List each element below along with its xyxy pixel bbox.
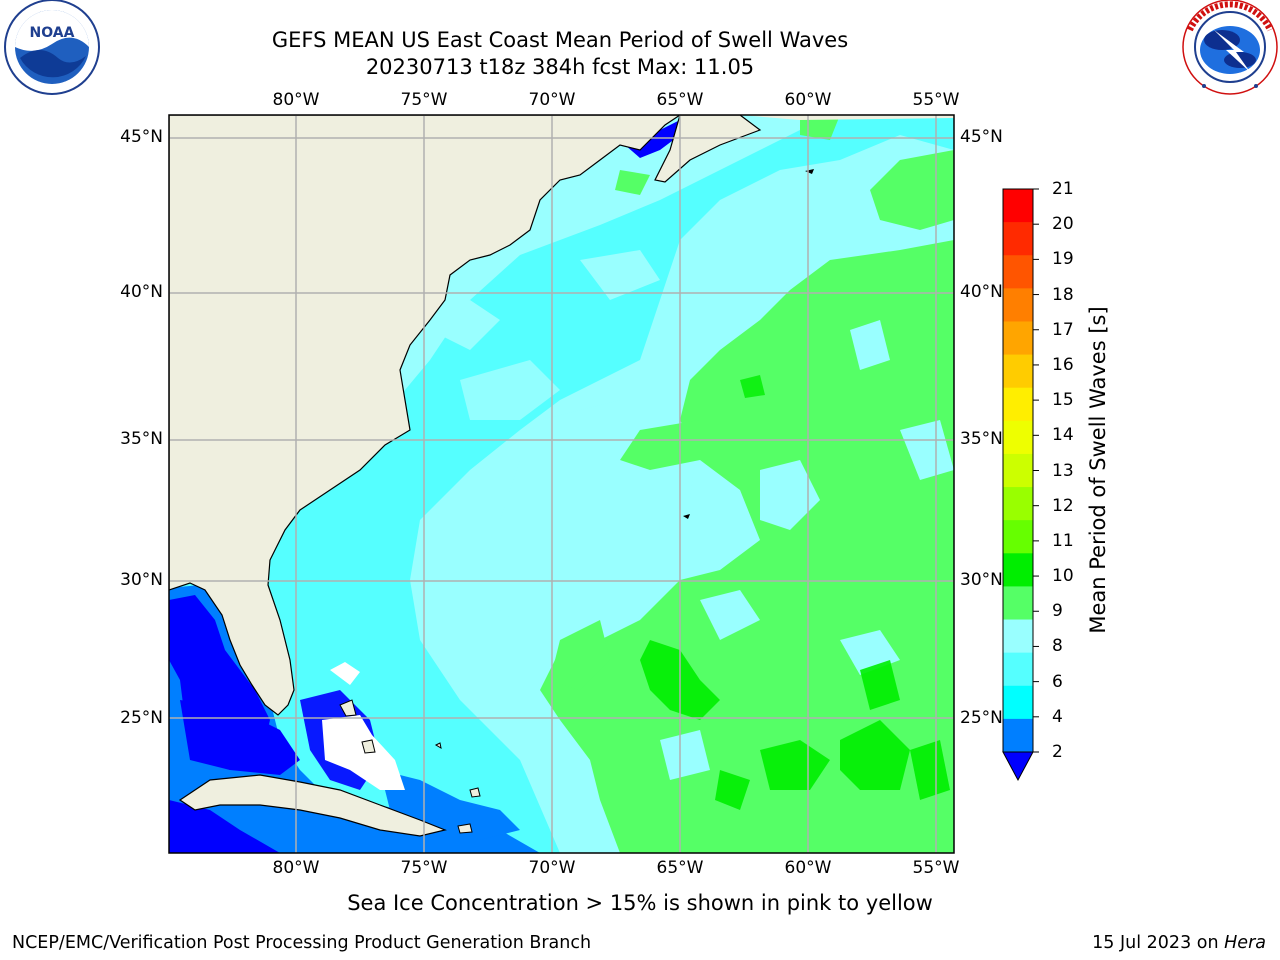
- colorbar-tick-label: 17: [1052, 319, 1074, 340]
- colorbar-segment: [1003, 222, 1033, 256]
- noaa-logo-text: NOAA: [30, 25, 75, 41]
- lat-label-left-40n: 40°N: [120, 282, 163, 302]
- colorbar-tick-label: 11: [1052, 530, 1074, 551]
- colorbar-tick-label: 18: [1052, 284, 1074, 305]
- lat-label-right-45n: 45°N: [960, 127, 1003, 147]
- lon-label-bottom-75w: 75°W: [400, 858, 448, 878]
- lon-label-top-60w: 60°W: [784, 90, 832, 110]
- colorbar-segment: [1003, 420, 1033, 455]
- colorbar-segment: [1003, 354, 1033, 389]
- colorbar-tick-label: 12: [1052, 495, 1074, 516]
- lon-label-bottom-65w: 65°W: [656, 858, 704, 878]
- colorbar-tick-label: 4: [1052, 706, 1063, 727]
- lon-label-bottom-80w: 80°W: [272, 858, 320, 878]
- colorbar-segment: [1003, 685, 1033, 720]
- credit-text: NCEP/EMC/Verification Post Processing Pr…: [12, 933, 592, 953]
- date-stamp: 15 Jul 2023 on Hera: [1092, 933, 1266, 953]
- colorbar-tick-label: 16: [1052, 354, 1074, 375]
- colorbar-segment: [1003, 520, 1033, 554]
- colorbar-segment: [1003, 321, 1033, 356]
- map-graticule: [169, 115, 954, 853]
- colorbar-segment: [1003, 453, 1033, 488]
- lon-label-top-70w: 70°W: [528, 90, 576, 110]
- lat-label-left-30n: 30°N: [120, 570, 163, 590]
- colorbar-segment: [1003, 255, 1033, 289]
- machine-name: Hera: [1224, 933, 1266, 953]
- lon-label-top-55w: 55°W: [912, 90, 960, 110]
- map-title: GEFS MEAN US East Coast Mean Period of S…: [271, 28, 849, 52]
- colorbar-segment: [1003, 487, 1033, 521]
- colorbar-tick-label: 21: [1052, 179, 1074, 199]
- colorbar-tick-label: 10: [1052, 566, 1074, 587]
- colorbar-tick-label: 8: [1052, 636, 1063, 657]
- sea-ice-note: Sea Ice Concentration > 15% is shown in …: [347, 891, 933, 915]
- nws-logo: [1182, 0, 1278, 95]
- colorbar-segment: [1003, 553, 1033, 587]
- colorbar-segment: [1003, 652, 1033, 687]
- colorbar-segment: [1003, 619, 1033, 654]
- lon-label-bottom-60w: 60°W: [784, 858, 832, 878]
- lat-label-left-25n: 25°N: [120, 708, 163, 728]
- lat-label-right-25n: 25°N: [960, 708, 1003, 728]
- map-subtitle: 20230713 t18z 384h fcst Max: 11.05: [365, 55, 755, 79]
- colorbar-segment: [1003, 288, 1033, 322]
- date-text: 15 Jul 2023 on: [1092, 933, 1219, 953]
- colorbar-tick-label: 13: [1052, 460, 1074, 481]
- lat-label-right-40n: 40°N: [960, 282, 1003, 302]
- colorbar-tick-label: 2: [1052, 742, 1063, 762]
- lon-label-bottom-70w: 70°W: [528, 858, 576, 878]
- lon-label-bottom-55w: 55°W: [912, 858, 960, 878]
- colorbar-under-arrow: [1002, 751, 1034, 782]
- colorbar-segment: [1003, 387, 1033, 422]
- colorbar-tick-label: 9: [1052, 601, 1063, 622]
- lat-label-right-30n: 30°N: [960, 570, 1003, 590]
- colorbar: [1002, 188, 1039, 782]
- colorbar-tick-label: 6: [1052, 671, 1063, 692]
- colorbar-label: Mean Period of Swell Waves [s]: [1086, 306, 1110, 634]
- colorbar-tick-label: 19: [1052, 249, 1074, 270]
- colorbar-tick-label: 20: [1052, 214, 1074, 235]
- lat-label-left-35n: 35°N: [120, 429, 163, 449]
- colorbar-tick-label: 15: [1052, 390, 1074, 411]
- colorbar-tick-label: 14: [1052, 425, 1074, 446]
- map-frame: [168, 114, 955, 854]
- lon-label-top-75w: 75°W: [400, 90, 448, 110]
- lat-label-left-45n: 45°N: [120, 127, 163, 147]
- colorbar-segment: [1003, 189, 1033, 223]
- colorbar-segment: [1003, 586, 1033, 621]
- colorbar-segment: [1003, 718, 1033, 753]
- map-plot-area: [169, 115, 954, 853]
- lon-label-top-80w: 80°W: [272, 90, 320, 110]
- noaa-logo: NOAA: [4, 0, 100, 95]
- lat-label-right-35n: 35°N: [960, 429, 1003, 449]
- lon-label-top-65w: 65°W: [656, 90, 704, 110]
